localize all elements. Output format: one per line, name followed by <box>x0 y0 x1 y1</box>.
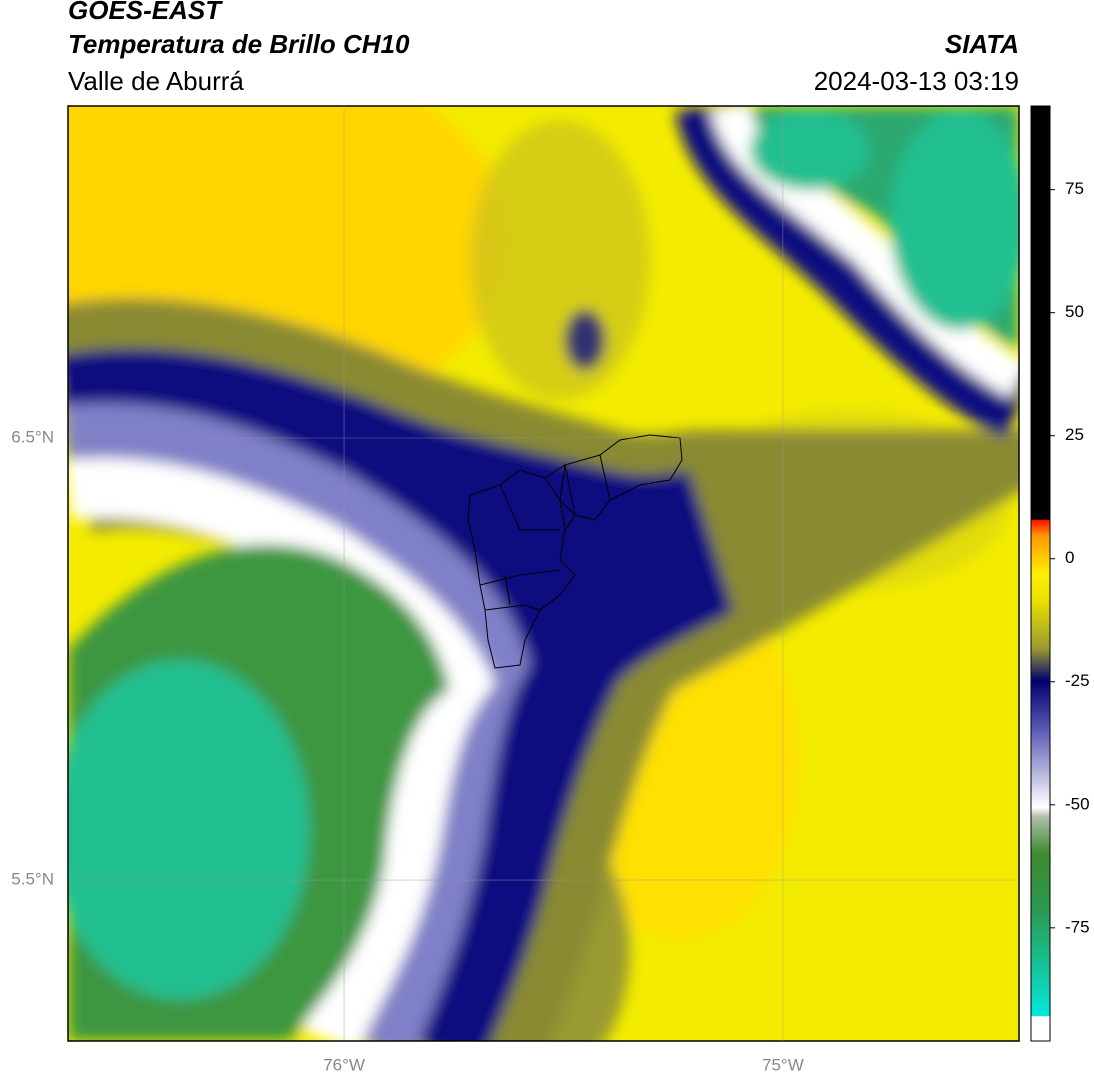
satellite-image <box>68 106 1019 1041</box>
title: GOES-EAST <box>68 0 223 25</box>
colorbar-tick-label: -75 <box>1065 917 1090 936</box>
colorbar-tick-label: -50 <box>1065 794 1090 813</box>
colorbar-tick-label: 75 <box>1065 179 1084 198</box>
municipal-boundaries <box>467 434 683 669</box>
datetime: 2024-03-13 03:19 <box>814 66 1019 96</box>
lat-tick-label: 5.5°N <box>11 870 54 889</box>
subtitle: Temperatura de Brillo CH10 <box>68 29 410 59</box>
lon-tick-label: 76°W <box>323 1055 365 1074</box>
lat-tick-label: 6.5°N <box>11 427 54 446</box>
colorbar-tick-label: 0 <box>1065 548 1074 567</box>
colorbar-tick-label: -25 <box>1065 671 1090 690</box>
region: Valle de Aburrá <box>68 66 244 96</box>
colorbar-tick-label: 50 <box>1065 302 1084 321</box>
colorbar <box>1030 105 1051 1042</box>
map-frame <box>67 105 1020 1042</box>
source: SIATA <box>945 29 1019 59</box>
lon-tick-label: 75°W <box>762 1055 804 1074</box>
colorbar-tick-label: 25 <box>1065 425 1084 444</box>
